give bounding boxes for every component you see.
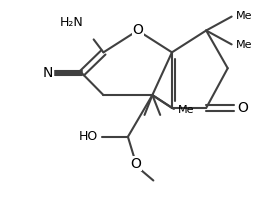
Text: N: N bbox=[42, 66, 53, 80]
Text: Me: Me bbox=[236, 40, 252, 50]
Text: O: O bbox=[237, 101, 248, 115]
Text: Me: Me bbox=[236, 11, 252, 21]
Text: H₂N: H₂N bbox=[60, 16, 84, 28]
Text: O: O bbox=[130, 157, 141, 171]
Text: Me: Me bbox=[178, 105, 194, 115]
Text: HO: HO bbox=[78, 130, 98, 143]
Text: O: O bbox=[132, 24, 143, 37]
